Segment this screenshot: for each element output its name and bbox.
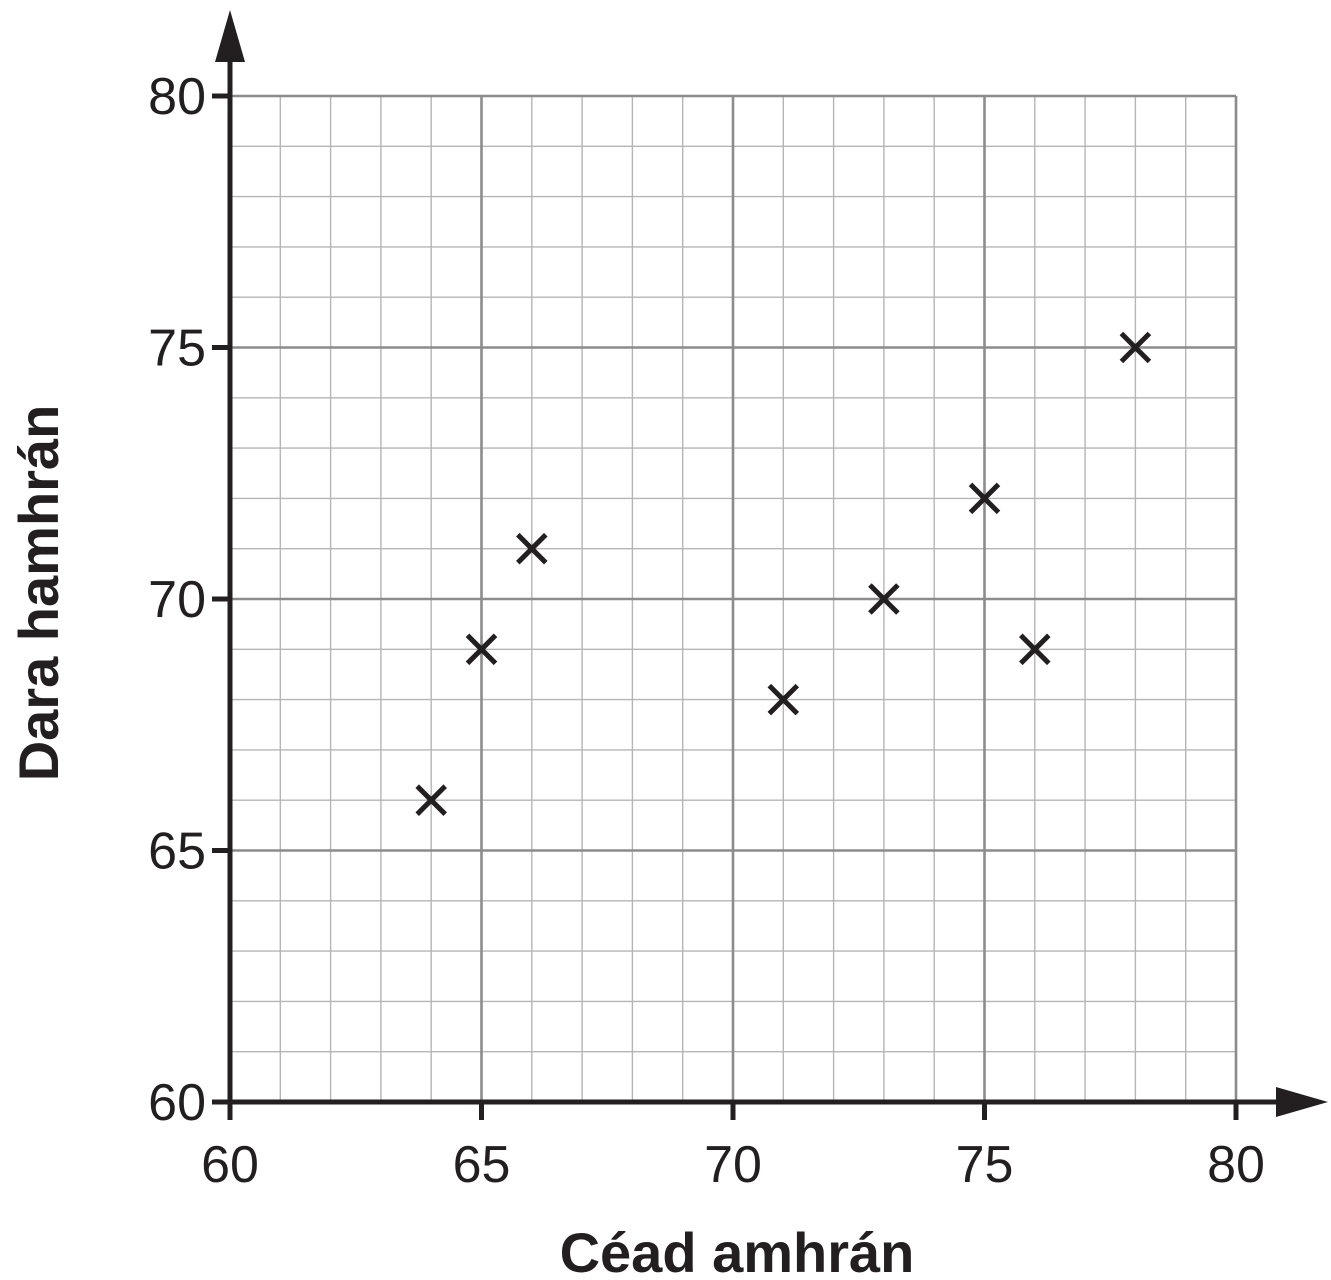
data-point-cross-icon — [516, 532, 548, 565]
x-axis-title: Céad amhrán — [560, 1221, 915, 1280]
y-tick-label: 65 — [148, 823, 206, 881]
axes — [212, 10, 1328, 1120]
data-point-cross-icon — [1019, 633, 1051, 666]
data-points — [415, 331, 1152, 816]
data-point-cross-icon — [767, 683, 800, 716]
y-tick-label: 80 — [148, 68, 206, 126]
y-axis-arrow-icon — [215, 10, 245, 62]
x-tick-label: 80 — [1207, 1136, 1265, 1194]
x-axis-arrow-icon — [1276, 1087, 1328, 1117]
y-tick-label: 70 — [148, 571, 206, 629]
tick-labels: 60 65 70 75 80 60 65 70 75 80 — [148, 68, 1265, 1194]
data-point-cross-icon — [1119, 331, 1152, 364]
y-axis-title: Dara hamhrán — [7, 405, 70, 782]
y-tick-label: 75 — [148, 320, 206, 378]
x-tick-label: 70 — [704, 1136, 762, 1194]
data-point-cross-icon — [868, 583, 900, 615]
x-tick-label: 65 — [453, 1136, 511, 1194]
x-tick-label: 60 — [201, 1136, 259, 1194]
data-point-cross-icon — [465, 633, 498, 666]
y-tick-label: 60 — [148, 1074, 206, 1132]
x-tick-label: 75 — [956, 1136, 1014, 1194]
data-point-cross-icon — [968, 482, 1001, 515]
grid — [228, 94, 1238, 1104]
data-point-cross-icon — [415, 784, 447, 816]
